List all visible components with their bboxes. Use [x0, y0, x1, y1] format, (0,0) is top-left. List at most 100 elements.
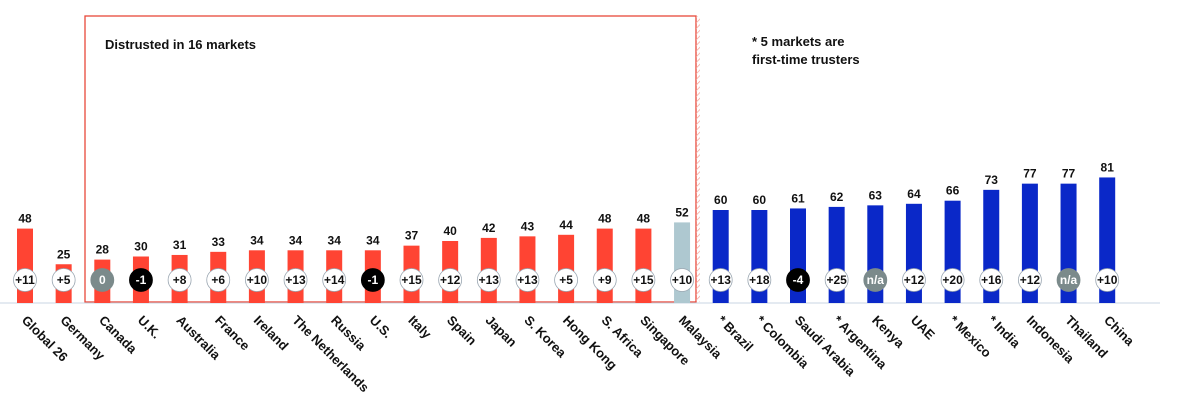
change-badge-saudi-arabia: -4: [786, 268, 810, 292]
value-labels-group: 48 25 28 30 31 33 34 34 34 34 37 40 42 43 44 48 48 52 60 60…: [18, 160, 1114, 261]
value-label-singapore: 48: [637, 212, 651, 226]
change-label: +8: [173, 273, 187, 287]
change-badge-circle: [863, 268, 888, 292]
change-badge-ireland: +10: [244, 268, 269, 292]
value-label-thailand: 77: [1062, 167, 1076, 181]
value-label-s-africa: 48: [598, 212, 612, 226]
change-badge-circle: [631, 268, 656, 292]
change-badge-circle: [786, 268, 810, 292]
change-label: -4: [793, 273, 804, 287]
change-label: +10: [672, 273, 693, 287]
change-badge-circle: [167, 268, 192, 292]
category-label-ireland: Ireland: [251, 313, 292, 354]
change-badge-circle: [747, 268, 772, 292]
change-badge-japan: +13: [476, 268, 501, 292]
value-label-uae: 64: [907, 187, 921, 201]
change-badge-circle: [360, 268, 385, 292]
change-badge-india: +16: [979, 268, 1004, 292]
change-badge-circle: [592, 268, 617, 292]
change-badge-circle: [322, 268, 347, 292]
change-badge-circle: [399, 268, 424, 292]
value-label-indonesia: 77: [1023, 167, 1037, 181]
category-label-china: China: [1101, 313, 1138, 350]
change-badge-the-netherlands: +13: [283, 268, 308, 292]
change-label: -1: [136, 273, 147, 287]
change-badge-argentina: +25: [824, 268, 849, 292]
change-label: +15: [633, 273, 654, 287]
change-label: +10: [247, 273, 268, 287]
change-label: +13: [479, 273, 500, 287]
value-label-argentina: 62: [830, 190, 844, 204]
change-label: +25: [826, 273, 847, 287]
change-label: +13: [711, 273, 732, 287]
value-label-australia: 31: [173, 238, 187, 252]
change-badge-circle: [1056, 268, 1081, 292]
value-label-russia: 34: [328, 233, 342, 247]
change-badge-circle: [438, 268, 463, 292]
change-label: +6: [211, 273, 225, 287]
change-badge-circle: [708, 268, 733, 292]
change-badge-circle: [1095, 268, 1120, 292]
category-label-japan: Japan: [483, 313, 520, 350]
value-label-global-26: 48: [18, 212, 32, 226]
change-label: +12: [440, 273, 461, 287]
category-label-spain: Spain: [444, 313, 480, 349]
distrusted-box-hatched-edge: [696, 16, 700, 302]
change-badge-circle: [13, 268, 37, 292]
change-badge-u-s: -1: [360, 268, 385, 292]
value-label-canada: 28: [96, 243, 110, 257]
change-badge-russia: +14: [322, 268, 347, 292]
value-label-brazil: 60: [714, 193, 728, 207]
change-label: +13: [517, 273, 538, 287]
value-label-spain: 40: [443, 224, 457, 238]
value-label-france: 33: [212, 235, 226, 249]
change-badge-malaysia: +10: [670, 268, 694, 292]
value-label-hong-kong: 44: [559, 218, 573, 232]
change-label: +5: [57, 273, 71, 287]
change-badge-spain: +12: [438, 268, 463, 292]
change-badge-circle: [283, 268, 308, 292]
change-label: +15: [401, 273, 422, 287]
change-badge-mexico: +20: [940, 268, 965, 292]
change-label: -1: [368, 273, 379, 287]
change-badge-singapore: +15: [631, 268, 656, 292]
category-label-italy: Italy: [405, 313, 435, 343]
change-badge-france: +6: [206, 268, 231, 292]
change-badge-italy: +15: [399, 268, 424, 292]
value-label-germany: 25: [57, 247, 71, 261]
value-label-u-k: 30: [134, 240, 148, 254]
distrusted-box-title: Distrusted in 16 markets: [105, 37, 256, 52]
change-label: +18: [749, 273, 770, 287]
change-label: +11: [15, 273, 35, 287]
value-label-colombia: 60: [753, 193, 767, 207]
change-badge-kenya: n/a: [863, 268, 888, 292]
change-badge-hong-kong: +5: [554, 268, 578, 292]
change-label: n/a: [867, 273, 885, 287]
change-label: +12: [1020, 273, 1041, 287]
change-label: +20: [942, 273, 963, 287]
change-label: +14: [324, 273, 345, 287]
change-badge-circle: [206, 268, 231, 292]
value-label-ireland: 34: [250, 233, 264, 247]
change-badge-u-k: -1: [129, 268, 153, 292]
value-label-china: 81: [1101, 160, 1115, 174]
change-badge-brazil: +13: [708, 268, 733, 292]
value-label-kenya: 63: [869, 188, 883, 202]
change-badge-canada: 0: [90, 268, 115, 292]
value-label-japan: 42: [482, 221, 496, 235]
change-badge-australia: +8: [167, 268, 192, 292]
change-label: 0: [99, 273, 106, 287]
change-badge-colombia: +18: [747, 268, 772, 292]
category-label-u-s: U.S.: [367, 313, 395, 341]
change-badge-circle: [902, 268, 926, 292]
change-badge-s-korea: +13: [515, 268, 540, 292]
change-badge-circle: [979, 268, 1004, 292]
value-label-u-s: 34: [366, 233, 380, 247]
change-badge-circle: [1018, 268, 1042, 292]
value-label-saudi-arabia: 61: [791, 191, 805, 205]
change-label: +10: [1097, 273, 1118, 287]
change-badge-thailand: n/a: [1056, 268, 1081, 292]
change-label: +12: [904, 273, 925, 287]
